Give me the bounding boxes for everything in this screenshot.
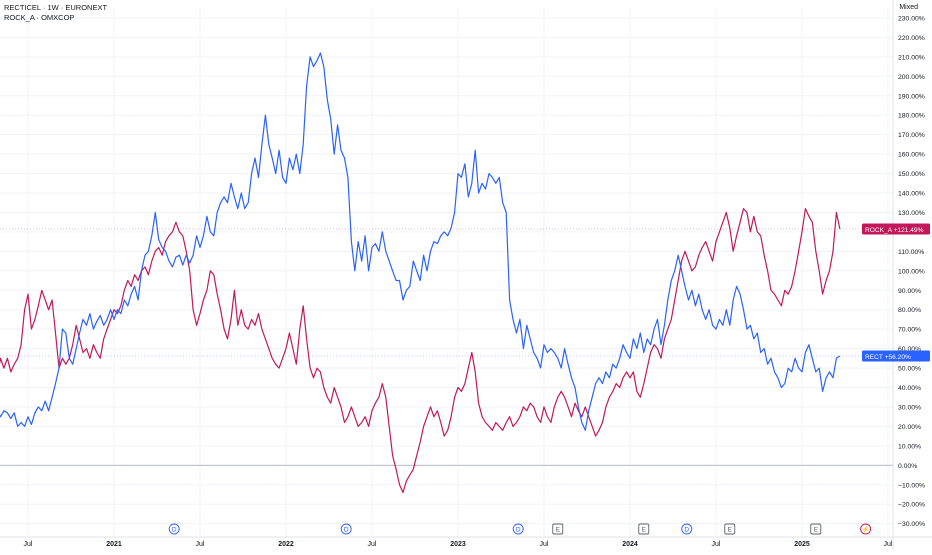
- y-tick-label: 60.00%: [898, 346, 921, 353]
- x-tick-label: Jul: [196, 541, 205, 548]
- series-value-tag-text: RECT +56.20%: [865, 354, 911, 361]
- y-tick-label: 200.00%: [898, 74, 925, 81]
- dividend-marker-label: D: [516, 526, 521, 533]
- y-tick-label: 10.00%: [898, 443, 921, 450]
- y-tick-label: −20.00%: [898, 502, 925, 509]
- earnings-marker-label: E: [814, 527, 819, 534]
- earnings-marker[interactable]: [552, 523, 564, 535]
- dividend-marker-label: D: [684, 526, 689, 533]
- x-tick-label: Jul: [24, 541, 33, 548]
- dividend-marker[interactable]: [168, 523, 180, 535]
- earnings-marker-label: E: [642, 527, 647, 534]
- earnings-marker-label: E: [728, 527, 733, 534]
- dividend-marker[interactable]: [340, 523, 352, 535]
- earnings-marker[interactable]: [724, 523, 736, 535]
- x-tick-label: 2023: [450, 541, 466, 548]
- y-tick-label: 130.00%: [898, 210, 925, 217]
- dividend-marker[interactable]: [681, 523, 693, 535]
- x-tick-label: Jul: [368, 541, 377, 548]
- y-tick-label: 70.00%: [898, 327, 921, 334]
- x-tick-label: 2022: [278, 541, 294, 548]
- series-line-rect[interactable]: [0, 52, 841, 481]
- y-tick-label: 40.00%: [898, 385, 921, 392]
- series-line-rock-a[interactable]: [0, 208, 841, 494]
- x-tick-label: 2025: [794, 541, 810, 548]
- y-tick-label: 150.00%: [898, 171, 925, 178]
- x-tick-label: Jul: [884, 541, 893, 548]
- dividend-marker-label: D: [172, 526, 177, 533]
- y-tick-label: 230.00%: [898, 15, 925, 22]
- x-tick-label: 2024: [622, 541, 638, 548]
- series-value-tag[interactable]: [862, 350, 930, 362]
- y-tick-label: −30.00%: [898, 521, 925, 528]
- y-tick-label: 50.00%: [898, 366, 921, 373]
- y-tick-label: −10.00%: [898, 482, 925, 489]
- y-tick-label: 160.00%: [898, 152, 925, 159]
- dividend-marker[interactable]: [512, 523, 524, 535]
- y-tick-label: 170.00%: [898, 132, 925, 139]
- split-marker[interactable]: [860, 523, 872, 535]
- chart-legend: RECTICEL · 1W · EURONEXT ROCK_A · OMXCOP: [4, 3, 107, 23]
- y-tick-label: 140.00%: [898, 191, 925, 198]
- series-value-tag-text: ROCK_A +121.49%: [865, 227, 924, 234]
- y-tick-label: 180.00%: [898, 113, 925, 120]
- x-tick-label: 2021: [106, 541, 122, 548]
- dividend-marker-label: D: [344, 526, 349, 533]
- x-tick-label: Jul: [712, 541, 721, 548]
- y-tick-label: 20.00%: [898, 424, 921, 431]
- legend-main-symbol[interactable]: RECTICEL · 1W · EURONEXT: [4, 3, 108, 12]
- y-tick-label: 100.00%: [898, 268, 925, 275]
- split-marker-label: ⚡: [862, 525, 870, 533]
- y-tick-label: 0.00%: [898, 463, 917, 470]
- earnings-marker-label: E: [556, 527, 561, 534]
- scale-mode-label[interactable]: Mixed: [899, 4, 918, 11]
- x-tick-label: Jul: [540, 541, 549, 548]
- legend-compare-symbol[interactable]: ROCK_A · OMXCOP: [4, 13, 75, 22]
- earnings-marker[interactable]: [638, 523, 650, 535]
- earnings-marker[interactable]: [810, 523, 822, 535]
- y-tick-label: 110.00%: [898, 249, 924, 256]
- y-tick-label: 210.00%: [898, 54, 925, 61]
- y-tick-label: 80.00%: [898, 307, 921, 314]
- y-tick-label: 90.00%: [898, 288, 921, 295]
- y-tick-label: 220.00%: [898, 35, 925, 42]
- y-tick-label: 30.00%: [898, 404, 921, 411]
- series-value-tag[interactable]: [862, 223, 930, 235]
- y-tick-label: 190.00%: [898, 93, 925, 100]
